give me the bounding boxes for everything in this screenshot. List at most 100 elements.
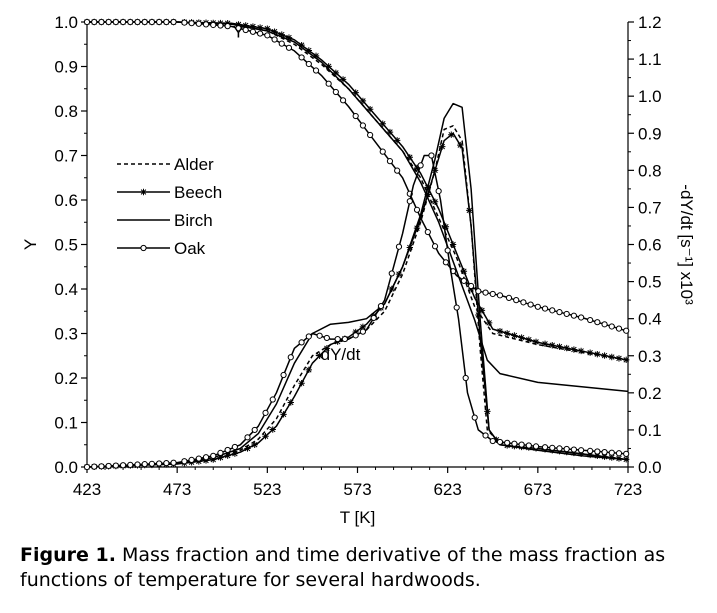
x-tick-label: 673 bbox=[524, 480, 552, 499]
legend-label-beech: Beech bbox=[174, 183, 222, 202]
data-point-oak-derivative bbox=[316, 332, 323, 339]
data-point-oak-derivative bbox=[395, 243, 403, 250]
data-point-oak-mass-fraction bbox=[431, 243, 439, 250]
data-point-oak-derivative bbox=[482, 432, 489, 439]
left-y-tick-label: 0.8 bbox=[54, 102, 78, 121]
data-point-oak-mass-fraction bbox=[442, 259, 449, 266]
data-point-beech-mass-fraction bbox=[359, 97, 367, 105]
data-point-beech-derivative bbox=[359, 323, 367, 331]
data-point-beech-mass-fraction bbox=[570, 346, 578, 353]
x-tick-label: 473 bbox=[163, 480, 191, 499]
data-point-beech-derivative bbox=[202, 457, 210, 464]
data-point-beech-mass-fraction bbox=[594, 350, 601, 358]
x-tick-label: 523 bbox=[253, 480, 281, 499]
data-point-oak-mass-fraction bbox=[83, 18, 91, 26]
axes: 423 473 523 573 623 673 723 0.0 0.1 0.2 0.3 0.4 0.5 0… bbox=[21, 13, 696, 527]
data-point-beech-derivative bbox=[316, 352, 323, 359]
data-point-oak-mass-fraction bbox=[587, 316, 594, 324]
series-line-birch-mass-fraction bbox=[87, 21, 629, 393]
data-point-oak-derivative bbox=[549, 444, 556, 451]
data-point-beech-mass-fraction bbox=[556, 343, 563, 350]
data-point-oak-mass-fraction bbox=[352, 112, 359, 120]
data-point-oak-derivative bbox=[188, 456, 195, 463]
data-point-oak-derivative bbox=[305, 333, 312, 340]
data-point-beech-mass-fraction bbox=[525, 336, 533, 343]
data-point-oak-mass-fraction bbox=[413, 206, 421, 213]
data-point-oak-mass-fraction bbox=[91, 18, 98, 26]
data-point-beech-derivative bbox=[298, 379, 305, 387]
right-y-tick-label: 0.6 bbox=[638, 236, 662, 255]
data-point-oak-mass-fraction bbox=[141, 18, 148, 26]
data-point-oak-derivative bbox=[541, 444, 549, 451]
data-point-oak-derivative bbox=[119, 462, 127, 469]
data-point-oak-derivative bbox=[623, 450, 630, 457]
right-y-tick-label: 1.1 bbox=[638, 50, 662, 69]
data-point-beech-derivative bbox=[448, 131, 455, 138]
data-point-oak-derivative bbox=[570, 446, 578, 453]
data-point-oak-derivative bbox=[202, 454, 210, 461]
data-point-oak-derivative bbox=[224, 446, 231, 454]
data-point-beech-mass-fraction bbox=[431, 198, 439, 205]
data-point-oak-mass-fraction bbox=[379, 148, 386, 155]
series-line-alder-derivative bbox=[86, 125, 629, 468]
data-point-oak-mass-fraction bbox=[496, 292, 504, 299]
annotation-y: Y bbox=[233, 23, 244, 42]
data-point-oak-derivative bbox=[587, 447, 594, 455]
data-point-oak-mass-fraction bbox=[556, 309, 563, 316]
data-point-beech-mass-fraction bbox=[518, 334, 525, 341]
data-point-beech-mass-fraction bbox=[249, 23, 257, 30]
legend-label-oak: Oak bbox=[174, 239, 206, 258]
data-point-beech-derivative bbox=[439, 143, 446, 150]
data-point-oak-derivative bbox=[127, 461, 134, 468]
data-point-oak-mass-fraction bbox=[217, 22, 224, 29]
data-point-oak-mass-fraction bbox=[156, 18, 163, 26]
data-point-beech-mass-fraction bbox=[352, 89, 359, 96]
data-point-beech-mass-fraction bbox=[478, 307, 486, 314]
data-point-oak-mass-fraction bbox=[119, 18, 127, 26]
data-point-beech-derivative bbox=[424, 191, 432, 198]
data-point-oak-derivative bbox=[601, 448, 608, 456]
data-point-beech-mass-fraction bbox=[242, 22, 249, 29]
data-point-oak-mass-fraction bbox=[594, 319, 601, 326]
right-y-tick-label: 1.0 bbox=[638, 87, 662, 106]
series-group bbox=[83, 18, 630, 471]
data-point-oak-mass-fraction bbox=[386, 158, 394, 165]
data-point-oak-derivative bbox=[134, 461, 141, 468]
x-tick-label: 723 bbox=[614, 480, 642, 499]
data-point-oak-mass-fraction bbox=[249, 28, 257, 35]
data-point-oak-mass-fraction bbox=[181, 19, 188, 26]
data-point-oak-derivative bbox=[91, 463, 98, 470]
left-y-tick-label: 0.4 bbox=[54, 280, 78, 299]
data-point-oak-mass-fraction bbox=[570, 312, 578, 319]
data-point-oak-derivative bbox=[231, 443, 238, 451]
data-point-oak-mass-fraction bbox=[339, 97, 347, 104]
data-point-beech-mass-fraction bbox=[325, 63, 332, 70]
right-y-tick-label: 0.5 bbox=[638, 273, 662, 292]
data-point-oak-derivative bbox=[280, 371, 287, 379]
data-point-oak-derivative bbox=[112, 462, 119, 469]
right-y-tick-label: 1.2 bbox=[638, 13, 662, 32]
data-point-oak-derivative bbox=[578, 447, 585, 454]
left-y-tick-label: 0.9 bbox=[54, 58, 78, 77]
series-line-oak-mass-fraction bbox=[87, 21, 629, 333]
data-point-oak-derivative bbox=[323, 334, 330, 342]
data-point-oak-mass-fraction bbox=[623, 327, 630, 334]
data-point-oak-mass-fraction bbox=[170, 18, 177, 26]
data-point-oak-mass-fraction bbox=[210, 21, 217, 29]
data-point-beech-mass-fraction bbox=[339, 76, 347, 83]
data-point-oak-derivative bbox=[608, 449, 615, 456]
data-point-oak-derivative bbox=[359, 328, 367, 335]
data-point-beech-derivative bbox=[413, 224, 421, 232]
data-point-oak-mass-fraction bbox=[489, 290, 496, 298]
data-point-beech-mass-fraction bbox=[332, 69, 340, 77]
data-point-oak-derivative bbox=[269, 396, 276, 403]
data-point-oak-derivative bbox=[428, 152, 435, 159]
data-point-oak-derivative bbox=[163, 459, 170, 467]
data-point-oak-mass-fraction bbox=[298, 54, 305, 61]
data-point-oak-mass-fraction bbox=[271, 36, 278, 43]
legend-label-alder: Alder bbox=[174, 155, 214, 174]
legend-item-alder: Alder bbox=[117, 155, 214, 174]
chart: 423 473 523 573 623 673 723 0.0 0.1 0.2 0.3 0.4 0.5 0… bbox=[21, 13, 696, 527]
data-point-beech-mass-fraction bbox=[264, 25, 271, 32]
data-point-beech-derivative bbox=[280, 411, 287, 418]
